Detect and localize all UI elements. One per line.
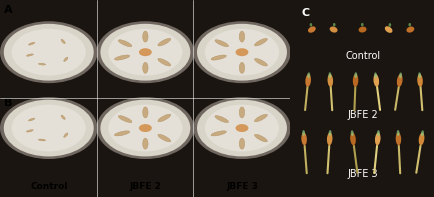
Ellipse shape <box>360 23 363 26</box>
Ellipse shape <box>193 21 290 83</box>
Ellipse shape <box>398 72 401 78</box>
Text: Control: Control <box>30 182 67 191</box>
Ellipse shape <box>384 26 391 33</box>
Ellipse shape <box>64 57 68 61</box>
Ellipse shape <box>118 40 132 47</box>
Text: Control: Control <box>344 51 379 61</box>
Ellipse shape <box>204 29 279 76</box>
Text: C: C <box>301 8 309 18</box>
Ellipse shape <box>408 23 410 26</box>
Ellipse shape <box>309 23 312 27</box>
Ellipse shape <box>396 74 402 87</box>
Ellipse shape <box>388 23 390 27</box>
Ellipse shape <box>142 107 148 118</box>
Ellipse shape <box>100 100 190 156</box>
Ellipse shape <box>254 59 267 66</box>
Text: JBFE 3: JBFE 3 <box>346 169 377 179</box>
Ellipse shape <box>254 134 267 142</box>
Ellipse shape <box>305 74 310 87</box>
Ellipse shape <box>420 130 423 136</box>
Text: JBFE 2: JBFE 2 <box>346 110 377 120</box>
Ellipse shape <box>26 54 33 56</box>
Ellipse shape <box>96 97 194 159</box>
Ellipse shape <box>28 118 35 121</box>
Ellipse shape <box>329 26 337 33</box>
Ellipse shape <box>235 48 248 56</box>
Ellipse shape <box>372 74 378 87</box>
Ellipse shape <box>118 116 132 123</box>
Ellipse shape <box>376 130 379 136</box>
Ellipse shape <box>61 115 65 119</box>
Ellipse shape <box>235 124 248 132</box>
Ellipse shape <box>395 133 400 145</box>
Ellipse shape <box>349 133 355 145</box>
Ellipse shape <box>4 100 93 156</box>
Ellipse shape <box>142 31 148 42</box>
Ellipse shape <box>328 130 331 136</box>
Ellipse shape <box>210 55 226 60</box>
Ellipse shape <box>328 72 331 78</box>
Ellipse shape <box>302 130 304 136</box>
Ellipse shape <box>158 114 171 122</box>
Ellipse shape <box>354 72 356 78</box>
Ellipse shape <box>239 62 244 73</box>
Ellipse shape <box>352 74 358 87</box>
Ellipse shape <box>142 138 148 149</box>
Ellipse shape <box>396 130 399 136</box>
Ellipse shape <box>373 72 376 78</box>
Ellipse shape <box>142 62 148 73</box>
Ellipse shape <box>254 38 267 46</box>
Ellipse shape <box>405 26 413 33</box>
Ellipse shape <box>239 107 244 118</box>
Ellipse shape <box>204 105 279 151</box>
Text: A: A <box>4 5 13 15</box>
Ellipse shape <box>114 131 129 136</box>
Ellipse shape <box>350 130 353 136</box>
Ellipse shape <box>214 40 228 47</box>
Ellipse shape <box>358 27 366 33</box>
Ellipse shape <box>158 38 171 46</box>
Text: JBFE 3: JBFE 3 <box>226 182 257 191</box>
Ellipse shape <box>38 63 46 65</box>
Ellipse shape <box>138 124 151 132</box>
Ellipse shape <box>239 31 244 42</box>
Ellipse shape <box>306 72 309 78</box>
Ellipse shape <box>418 133 424 145</box>
Ellipse shape <box>197 24 286 81</box>
Ellipse shape <box>0 21 97 83</box>
Ellipse shape <box>61 39 65 44</box>
Ellipse shape <box>239 138 244 149</box>
Ellipse shape <box>96 21 194 83</box>
Ellipse shape <box>100 24 190 81</box>
Ellipse shape <box>114 55 129 60</box>
Ellipse shape <box>214 116 228 123</box>
Ellipse shape <box>327 74 332 87</box>
Ellipse shape <box>28 42 35 45</box>
Ellipse shape <box>332 23 335 26</box>
Text: JBFE 2: JBFE 2 <box>129 182 161 191</box>
Ellipse shape <box>417 72 420 78</box>
Ellipse shape <box>158 134 171 142</box>
Ellipse shape <box>307 26 315 33</box>
Ellipse shape <box>12 29 85 76</box>
Ellipse shape <box>26 130 33 132</box>
Ellipse shape <box>210 131 226 136</box>
Ellipse shape <box>138 48 151 56</box>
Ellipse shape <box>374 133 380 145</box>
Ellipse shape <box>416 74 422 87</box>
Ellipse shape <box>326 133 332 145</box>
Ellipse shape <box>0 97 97 159</box>
Ellipse shape <box>108 29 182 76</box>
Ellipse shape <box>254 114 267 122</box>
Ellipse shape <box>4 24 93 81</box>
Ellipse shape <box>38 139 46 141</box>
Ellipse shape <box>193 97 290 159</box>
Ellipse shape <box>158 59 171 66</box>
Ellipse shape <box>197 100 286 156</box>
Ellipse shape <box>108 105 182 151</box>
Ellipse shape <box>301 133 306 145</box>
Text: B: B <box>4 98 13 108</box>
Ellipse shape <box>64 133 68 137</box>
Ellipse shape <box>12 105 85 151</box>
